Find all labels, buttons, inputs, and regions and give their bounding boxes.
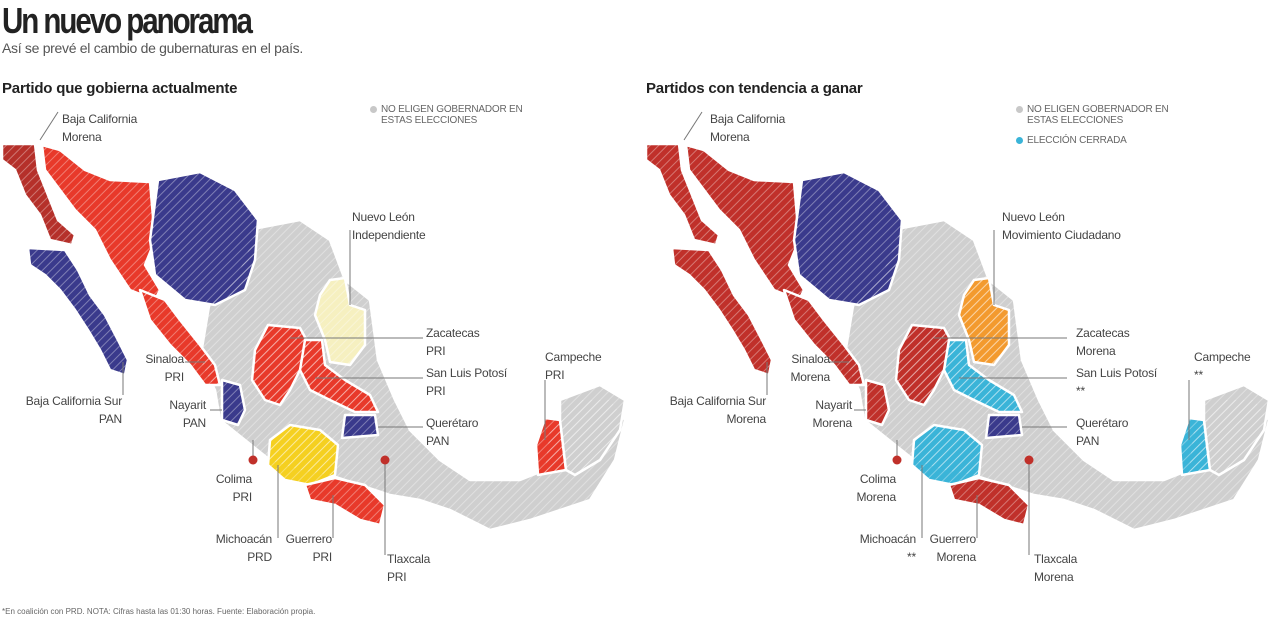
label-nuevo-leon: Nuevo León Movimiento Ciudadano: [1002, 210, 1121, 242]
label-queretaro: Querétaro PAN: [1076, 416, 1129, 448]
colima-marker-icon: [248, 455, 258, 465]
label-nayarit: Nayarit Morena: [812, 398, 853, 430]
tlaxcala-marker-icon: [380, 455, 390, 465]
label-queretaro: Querétaro PAN: [426, 416, 479, 448]
page-subtitle: Así se prevé el cambio de gubernaturas e…: [2, 40, 303, 56]
legend-item-eleccion-cerrada: ELECCIÓN CERRADA: [1016, 135, 1186, 146]
left-map: [0, 111, 627, 555]
label-baja-california-sur: Baja California Sur Morena: [669, 394, 766, 426]
legend-label: NO ELIGEN GOBERNADOR EN ESTAS ELECCIONES: [1027, 104, 1169, 126]
tlaxcala-marker-icon: [1024, 455, 1034, 465]
legend-item-no-eligen: NO ELIGEN GOBERNADOR EN ESTAS ELECCIONES: [1016, 104, 1186, 126]
label-tlaxcala: Tlaxcala Morena: [1034, 552, 1078, 584]
label-colima: Colima PRI: [215, 472, 252, 504]
legend-label: NO ELIGEN GOBERNADOR EN ESTAS ELECCIONES: [381, 104, 523, 126]
label-sinaloa: Sinaloa PRI: [145, 352, 184, 384]
label-baja-california: Baja California Morena: [62, 112, 138, 144]
right-map: [644, 111, 1271, 555]
right-legend: NO ELIGEN GOBERNADOR EN ESTAS ELECCIONES…: [1016, 104, 1186, 155]
label-michoacan: Michoacán PRD: [215, 532, 272, 564]
label-san-luis-potosi: San Luis Potosí **: [1076, 366, 1158, 398]
legend-label: ELECCIÓN CERRADA: [1027, 135, 1127, 146]
legend-dot-icon: [1016, 137, 1023, 144]
label-baja-california-sur: Baja California Sur PAN: [25, 394, 122, 426]
label-michoacan: Michoacán **: [859, 532, 916, 564]
colima-marker-icon: [892, 455, 902, 465]
label-guerrero: Guerrero Morena: [929, 532, 977, 564]
label-guerrero: Guerrero PRI: [285, 532, 333, 564]
label-nuevo-leon: Nuevo León Independiente: [352, 210, 426, 242]
footnote: *En coalición con PRD. NOTA: Cifras hast…: [2, 607, 316, 616]
label-zacatecas: Zacatecas PRI: [426, 326, 480, 358]
left-panel-title: Partido que gobierna actualmente: [2, 80, 238, 97]
label-campeche: Campeche PRI: [545, 350, 602, 382]
legend-dot-icon: [370, 106, 377, 113]
legend-dot-icon: [1016, 106, 1023, 113]
label-baja-california: Baja California Morena: [710, 112, 786, 144]
label-zacatecas: Zacatecas Morena: [1076, 326, 1130, 358]
page-title: Un nuevo panorama: [2, 0, 253, 41]
right-panel-title: Partidos con tendencia a ganar: [646, 80, 863, 97]
label-colima: Colima Morena: [856, 472, 897, 504]
label-campeche: Campeche **: [1194, 350, 1251, 382]
left-legend: NO ELIGEN GOBERNADOR EN ESTAS ELECCIONES: [370, 104, 540, 135]
label-sinaloa: Sinaloa Morena: [790, 352, 831, 384]
legend-item-no-eligen: NO ELIGEN GOBERNADOR EN ESTAS ELECCIONES: [370, 104, 540, 126]
label-san-luis-potosi: San Luis Potosí PRI: [426, 366, 508, 398]
label-nayarit: Nayarit PAN: [169, 398, 206, 430]
label-tlaxcala: Tlaxcala PRI: [387, 552, 431, 584]
